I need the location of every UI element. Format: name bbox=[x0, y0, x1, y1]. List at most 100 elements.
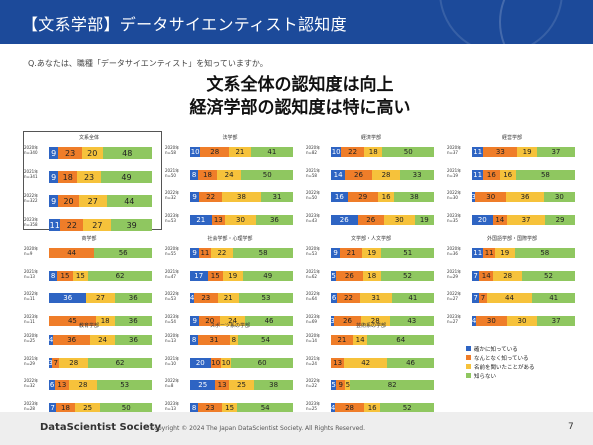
row-n: n=55 bbox=[165, 251, 176, 256]
bar-segment: 31 bbox=[261, 192, 293, 202]
chart-row: 2023年 n=53 21 13 30 36 bbox=[165, 210, 295, 233]
row-label: 2021年 n=341 bbox=[24, 169, 48, 179]
headline-line-2: 経済学部の認知度は特に高い bbox=[189, 98, 411, 118]
legend: 確かに知っている なんとなく知っている 名前を聞いたことがある 知らない bbox=[466, 344, 586, 380]
legend-item: 名前を聞いたことがある bbox=[466, 362, 586, 371]
stacked-bar: 26 26 30 19 bbox=[331, 214, 434, 225]
row-year: 2021年 bbox=[24, 268, 39, 274]
bar-segment: 58 bbox=[515, 169, 575, 180]
bar-segment: 43 bbox=[389, 315, 434, 326]
chart-row: 2021年 n=341 9 18 23 49 bbox=[24, 166, 154, 190]
row-year: 2022年 bbox=[306, 291, 321, 296]
chart-row: 2021年 n=10 20 10 10 60 bbox=[165, 353, 295, 376]
bar-segment: 11 bbox=[483, 248, 495, 258]
stacked-bar: 9 11 22 58 bbox=[190, 248, 293, 258]
chart-title: 経営学部 bbox=[501, 135, 522, 141]
row-n: n=53 bbox=[306, 251, 317, 256]
row-label: 2021年 n=47 bbox=[165, 269, 189, 279]
row-year: 2021年 bbox=[306, 268, 321, 274]
row-n: n=82 bbox=[306, 150, 317, 155]
row-year: 2021年 bbox=[24, 355, 39, 361]
stacked-bar: 9 18 23 49 bbox=[49, 171, 152, 183]
bar-segment: 52 bbox=[380, 402, 434, 413]
row-n: n=13 bbox=[165, 405, 176, 411]
bar-segment: 20 bbox=[58, 195, 79, 207]
row-n: n=13 bbox=[24, 273, 35, 279]
stacked-bar: 10 22 18 50 bbox=[331, 147, 434, 157]
bar-segment: 18 bbox=[363, 147, 383, 157]
stacked-bar: 7 14 28 52 bbox=[472, 270, 575, 281]
bar-segment: 58 bbox=[514, 248, 575, 258]
row-year: 2022年 bbox=[306, 378, 321, 383]
bar-segment: 7 bbox=[49, 402, 57, 413]
bar-segment: 41 bbox=[391, 293, 434, 303]
row-n: n=22 bbox=[306, 383, 317, 388]
bar-segment: 29 bbox=[347, 192, 378, 202]
bar-segment: 11 bbox=[472, 248, 484, 258]
stacked-bar: 8 15 15 62 bbox=[49, 270, 152, 281]
chart-row: 2023年 n=69 3 26 28 43 bbox=[306, 311, 436, 334]
legend-swatch bbox=[466, 346, 471, 351]
row-label: 2023年 n=35 bbox=[447, 213, 471, 223]
chart-row: 2022年 n=30 3 30 36 30 bbox=[447, 187, 577, 210]
row-label: 2022年 n=30 bbox=[447, 190, 471, 200]
bar-segment: 22 bbox=[337, 293, 360, 303]
bar-segment: 64 bbox=[367, 335, 434, 345]
bar-segment: 41 bbox=[532, 293, 575, 303]
row-year: 2021年 bbox=[447, 268, 462, 274]
chart-row: 2023年 n=28 7 18 25 50 bbox=[24, 398, 154, 421]
chart-row: 2022年 n=50 16 29 16 38 bbox=[306, 187, 436, 210]
chart-row: 2020年 n=340 9 23 20 48 bbox=[24, 142, 154, 166]
bar-segment: 10 bbox=[220, 357, 232, 368]
row-year: 2020年 bbox=[24, 145, 39, 150]
chart-row: 2023年 n=35 20 14 37 29 bbox=[447, 210, 577, 233]
row-label: 2020年 n=82 bbox=[306, 145, 330, 155]
bar-segment: 50 bbox=[382, 147, 434, 157]
bar-segment: 27 bbox=[83, 219, 112, 231]
bar-segment: 17 bbox=[190, 270, 208, 281]
bar-segment: 48 bbox=[102, 147, 152, 159]
chart-row: 2020年 n=53 9 21 19 51 bbox=[306, 243, 436, 266]
bar-segment: 16 bbox=[363, 402, 381, 413]
bar-segment: 14 bbox=[352, 335, 368, 345]
row-year: 2023年 bbox=[165, 313, 180, 319]
header-banner: 【文系学部】データサイエンティスト認知度 bbox=[0, 0, 593, 44]
bar-segment: 10 bbox=[190, 147, 201, 157]
bar-segment: 49 bbox=[101, 171, 152, 183]
chart-row: 2021年 n=29 3 7 28 62 bbox=[24, 353, 154, 376]
bar-segment: 8 bbox=[190, 402, 199, 413]
chart-row: 2022年 n=53 4 23 21 53 bbox=[165, 288, 295, 311]
row-label: 2020年 n=13 bbox=[165, 333, 189, 343]
bar-segment: 13 bbox=[211, 214, 225, 225]
bar-segment: 16 bbox=[377, 192, 395, 202]
bar-segment: 44 bbox=[486, 293, 533, 303]
row-label: 2022年 n=11 bbox=[24, 291, 48, 301]
stacked-bar: 16 29 16 38 bbox=[331, 192, 434, 202]
row-year: 2023年 bbox=[24, 217, 39, 222]
chart-row: 2020年 n=14 21 14 64 bbox=[306, 330, 436, 353]
row-year: 2023年 bbox=[306, 212, 321, 218]
bar-segment: 36 bbox=[114, 315, 152, 326]
chart-row: 2022年 n=22 5 9 5 82 bbox=[306, 375, 436, 398]
bar-segment: 28 bbox=[59, 357, 89, 368]
row-year: 2022年 bbox=[447, 291, 462, 296]
chart-row: 2022年 n=32 6 13 28 53 bbox=[24, 375, 154, 398]
bar-segment: 31 bbox=[359, 293, 392, 303]
bar-segment: 25 bbox=[190, 380, 216, 390]
bar-segment: 21 bbox=[190, 214, 212, 225]
row-label: 2020年 n=340 bbox=[24, 145, 48, 155]
bar-segment: 27 bbox=[86, 293, 115, 303]
chart-row: 2022年 n=322 9 20 27 44 bbox=[24, 190, 154, 214]
stacked-bar: 20 10 10 60 bbox=[190, 357, 293, 368]
row-n: n=62 bbox=[306, 273, 317, 279]
bar-segment: 62 bbox=[88, 270, 152, 281]
bar-segment: 49 bbox=[242, 270, 293, 281]
row-year: 2021年 bbox=[165, 268, 180, 274]
bar-segment: 24 bbox=[90, 335, 115, 345]
chart-title: 教育学部 bbox=[78, 323, 99, 329]
legend-item: なんとなく知っている bbox=[466, 353, 586, 362]
row-label: 2023年 n=53 bbox=[165, 213, 189, 223]
stacked-bar: 9 22 38 31 bbox=[190, 192, 293, 202]
bar-segment: 8 bbox=[190, 335, 199, 345]
chart-row: 2023年 n=27 4 30 30 37 bbox=[447, 311, 577, 334]
